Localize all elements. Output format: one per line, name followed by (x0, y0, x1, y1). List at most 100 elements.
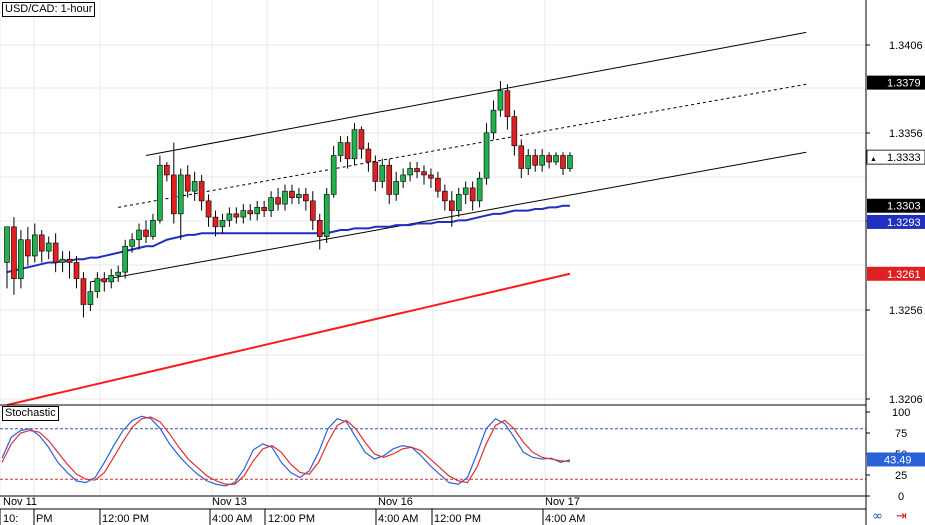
date-label: Nov 16 (378, 496, 413, 508)
candle-body (129, 239, 135, 247)
price-tick-label: 1.3256 (889, 305, 923, 317)
candle-body (101, 278, 108, 283)
stochastic-tick-label: 0 (898, 491, 904, 503)
price-tag-label: 1.3303 (887, 201, 921, 213)
candle-body (525, 155, 532, 169)
stochastic-value-label: 43.49 (884, 454, 912, 466)
stochastic-lines (1, 415, 571, 487)
stochastic-tick-label: 100 (892, 407, 910, 419)
candle-body (73, 262, 80, 279)
candle-body (407, 168, 413, 176)
stochastic-k-line (1, 415, 571, 487)
candle-body (553, 155, 559, 163)
candle-body (560, 155, 566, 169)
candle-body (247, 210, 254, 215)
candle-body (303, 194, 309, 202)
candle-body (205, 200, 212, 218)
candle-body (25, 239, 31, 257)
time-label: 12:00 PM (268, 513, 315, 525)
candle-body (490, 109, 497, 134)
current-price-marker: ▲ (870, 156, 877, 163)
time-label: 4:00 AM (212, 513, 252, 525)
price-tag-box (867, 266, 925, 281)
candle-body (184, 174, 191, 192)
candle-body (442, 190, 448, 202)
candle-body (344, 142, 351, 160)
candle-body (59, 258, 66, 263)
candle-body (171, 174, 177, 215)
candle-body (282, 190, 288, 205)
price-tag-box (867, 214, 925, 229)
candle-body (421, 171, 427, 176)
ema-fast-line (6, 204, 570, 274)
candle-body (226, 213, 233, 221)
candle-body (428, 174, 434, 179)
candle-body (177, 174, 184, 215)
chart-title: USD/CAD: 1-hour (2, 2, 96, 17)
candle-body (358, 129, 365, 150)
candle-body (455, 194, 462, 211)
candle-body (289, 190, 295, 198)
moving-averages (6, 204, 571, 406)
candle-body (462, 187, 469, 195)
price-tag-label: 1.3379 (887, 78, 921, 90)
candle-body (497, 90, 504, 111)
price-tag-label: 1.3333 (887, 152, 921, 164)
candle-body (268, 197, 274, 211)
price-tick-label: 1.3206 (889, 394, 923, 406)
price-tick-label: 1.3356 (889, 128, 923, 140)
candle-body (483, 132, 490, 179)
candle-body (365, 148, 372, 163)
price-tag-box (866, 149, 925, 165)
candle-body (157, 164, 163, 221)
stochastic-label: Stochastic (2, 406, 59, 421)
channel-lower-line (90, 151, 807, 283)
arrow-right-icon[interactable]: ⇥ (896, 509, 907, 524)
candle-body (448, 200, 455, 211)
candle-body (372, 161, 379, 182)
candle-body (150, 220, 156, 237)
candle-body (546, 155, 552, 163)
price-tags: 1.3379 1.3333 ▲ 1.3303 1.3293 1.3261 (866, 75, 925, 281)
time-label: 12:00 PM (102, 513, 149, 525)
candle-body (164, 164, 170, 176)
price-tag-box (867, 75, 925, 90)
price-tag-label: 1.3261 (887, 269, 921, 281)
candle-body (539, 155, 545, 166)
date-label: Nov 11 (3, 496, 37, 508)
candle-body (261, 207, 267, 211)
candle-body (316, 220, 323, 237)
axes (0, 0, 867, 525)
price-tag-label: 1.3293 (887, 217, 921, 229)
candle-body (330, 155, 337, 195)
candle-body (80, 278, 87, 305)
stochastic-grid (0, 406, 866, 496)
candle-body (400, 174, 406, 182)
candle-body (414, 168, 420, 173)
candle-body (191, 181, 198, 192)
regression-channel (90, 31, 807, 283)
candle-body (4, 226, 10, 263)
candle-body (435, 177, 441, 192)
time-axis-labels: Nov 11 Nov 13 Nov 16 Nov 17 10: PM 12:00 PM 4:0… (0, 496, 585, 525)
candle-body (38, 234, 45, 252)
candle-body (143, 229, 149, 237)
candle-body (476, 177, 483, 202)
channel-middle-line (118, 83, 807, 208)
time-label: PM (36, 513, 53, 525)
main-grid (0, 0, 866, 405)
candle-body (511, 116, 518, 147)
candle-body (393, 181, 400, 195)
candle-body (469, 187, 476, 202)
candle-body (11, 226, 17, 279)
candle-body (31, 234, 38, 257)
price-tick-label: 1.3406 (889, 40, 923, 52)
candle-body (108, 275, 115, 283)
candle-body (219, 220, 226, 228)
link-icon[interactable]: ∞ (872, 509, 883, 524)
candle-body (567, 155, 573, 169)
candle-body (296, 194, 302, 198)
candle-body (66, 258, 73, 263)
candle-body (45, 242, 52, 252)
